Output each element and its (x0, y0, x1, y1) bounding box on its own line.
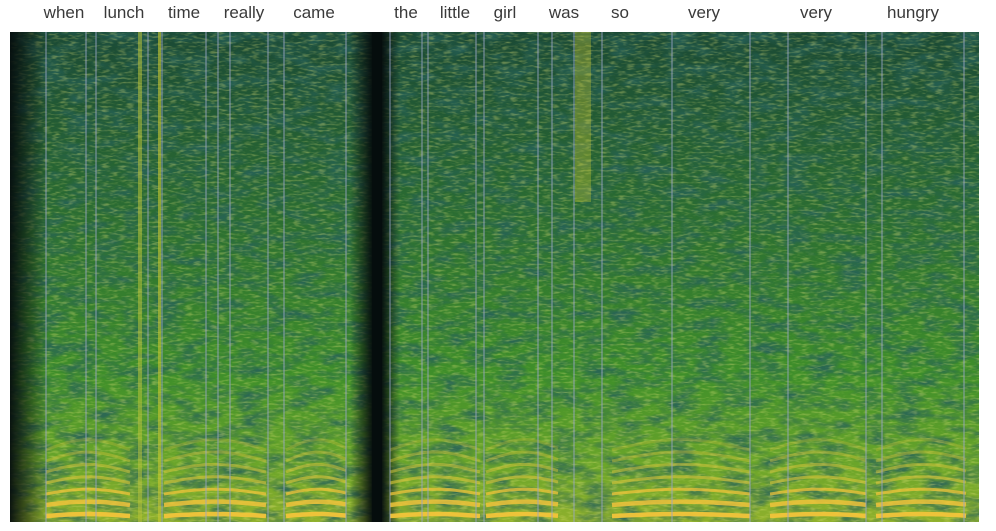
harmonic-band (389, 475, 481, 485)
word-label: very (687, 3, 721, 22)
harmonic-band (769, 511, 867, 519)
word-label: was (548, 3, 580, 22)
harmonic-band (485, 511, 559, 519)
word-label: really (223, 3, 265, 22)
bright-stripe (575, 32, 591, 202)
silence-mid-right (382, 32, 400, 522)
word-label: hungry (887, 3, 939, 22)
harmonic-band (769, 475, 867, 485)
harmonic-band (163, 450, 267, 463)
harmonic-band (45, 499, 131, 508)
spectrogram-image (10, 32, 979, 522)
harmonic-band (611, 511, 751, 519)
harmonic-band (485, 438, 559, 452)
harmonic-band (485, 487, 559, 496)
harmonic-band (389, 511, 481, 519)
word-label: girl (493, 3, 517, 22)
harmonic-band (875, 487, 967, 496)
harmonic-band (285, 487, 347, 496)
harmonic-band (611, 475, 751, 485)
harmonic-band (485, 450, 559, 463)
harmonic-band (611, 438, 751, 452)
harmonic-band (285, 511, 347, 519)
word-label: the (394, 3, 418, 22)
harmonic-band (285, 450, 347, 463)
harmonic-band (485, 462, 559, 474)
silence-mid (372, 32, 382, 522)
harmonic-band (389, 499, 481, 508)
bright-stripe (138, 32, 142, 522)
word-labels-row: when lunch time really came the little g… (0, 0, 996, 30)
word-label: so (611, 3, 629, 22)
harmonic-band (769, 499, 867, 508)
harmonic-band (611, 499, 751, 508)
harmonic-band (163, 462, 267, 474)
word-label: came (293, 3, 335, 22)
harmonic-band (875, 511, 967, 519)
harmonic-band (389, 438, 481, 452)
harmonic-band (45, 462, 131, 474)
word-label: very (799, 3, 833, 22)
harmonic-band (45, 511, 131, 519)
harmonic-band (389, 450, 481, 463)
bright-stripe (158, 32, 161, 522)
harmonic-band (163, 499, 267, 508)
harmonic-band (163, 438, 267, 452)
harmonic-band (875, 475, 967, 485)
word-label: little (439, 3, 471, 22)
harmonic-bands (45, 438, 967, 519)
harmonic-band (389, 462, 481, 474)
harmonic-band (611, 487, 751, 496)
harmonic-band (769, 450, 867, 463)
word-label: lunch (103, 3, 145, 22)
word-label: when (43, 3, 85, 22)
harmonic-band (875, 450, 967, 463)
harmonic-band (769, 487, 867, 496)
harmonic-band (45, 487, 131, 496)
harmonic-band (285, 438, 347, 452)
harmonic-band (485, 475, 559, 485)
harmonic-band (875, 438, 967, 452)
silence-mid-left (350, 32, 372, 522)
spectrogram-specks (10, 32, 979, 522)
silence-start (10, 32, 48, 522)
harmonic-band (163, 475, 267, 485)
spectrogram (10, 32, 979, 522)
harmonic-band (875, 499, 967, 508)
harmonic-band (45, 438, 131, 452)
harmonic-band (285, 475, 347, 485)
harmonic-band (163, 511, 267, 519)
harmonic-band (875, 462, 967, 474)
harmonic-band (45, 475, 131, 485)
harmonic-band (285, 499, 347, 508)
word-label: time (167, 3, 201, 22)
harmonic-band (389, 487, 481, 496)
harmonic-band (611, 462, 751, 474)
harmonic-band (769, 438, 867, 452)
harmonic-band (45, 450, 131, 463)
harmonic-band (285, 462, 347, 474)
harmonic-band (769, 462, 867, 474)
word-boundaries (45, 32, 965, 522)
harmonic-band (611, 450, 751, 463)
harmonic-band (485, 499, 559, 508)
harmonic-band (163, 487, 267, 496)
